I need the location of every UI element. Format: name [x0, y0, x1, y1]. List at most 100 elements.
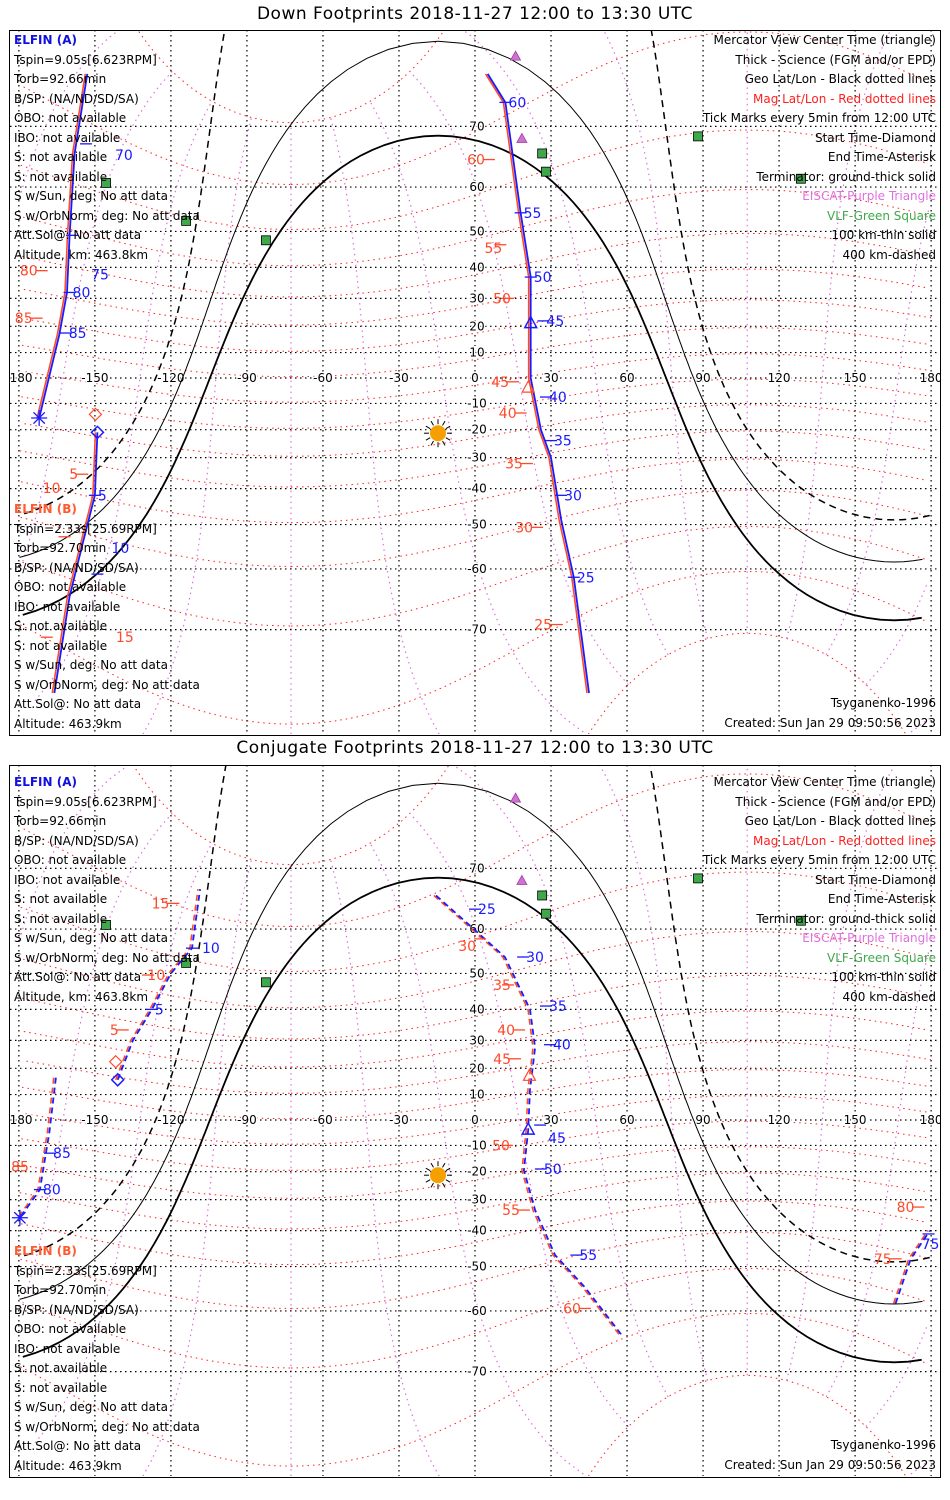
track-time-label: 55 — [524, 206, 542, 222]
elfin-a-info-line: S w/OrbNorm, deg: No att data — [14, 950, 200, 965]
vlf-station-square — [795, 173, 806, 184]
elfin-a-info-line: S: not available — [14, 911, 108, 926]
mag-lon-line — [453, 766, 669, 1398]
elfin-a-info-line: Altitude, km: 463.8km — [14, 989, 149, 1004]
lon-tick-label: 0 — [471, 1113, 479, 1127]
track-time-label: 30 — [458, 939, 476, 955]
track-time-label: 10 — [43, 481, 61, 497]
start-diamond-icon-a — [90, 425, 105, 440]
legend-line: Tick Marks every 5min from 12:00 UTC — [702, 111, 936, 125]
lon-tick-label: 120 — [768, 371, 791, 385]
mag-lat-line — [291, 31, 445, 124]
mag-lon-line — [599, 766, 709, 1381]
lat-tick-label: -30 — [467, 451, 487, 465]
mag-lat-line — [290, 525, 929, 627]
elfin-b-header: ELFIN (B) — [14, 1244, 77, 1258]
mag-lat-line — [26, 1060, 292, 1094]
vlf-station-square — [693, 131, 703, 142]
legend-line: Terminator: ground-thick solid — [756, 911, 936, 926]
elfin-b-info-line: Att.Sol@: No att data — [14, 1439, 142, 1453]
sun-ray — [430, 1182, 434, 1188]
elfin-a-info-line: S: not available — [14, 150, 108, 164]
mag-lat-line — [290, 1267, 929, 1369]
track-time-label: 30 — [515, 520, 533, 536]
lon-tick-label: -150 — [81, 371, 108, 385]
vlf-station-square — [795, 915, 806, 926]
lat-tick-label: -50 — [467, 518, 487, 532]
sun-ray — [430, 420, 434, 426]
elfin-b-info: ELFIN (B) Tspin=2.33s[25.69RPM] Torb=92.70… — [14, 500, 200, 734]
mag-lat-line — [23, 1031, 292, 1068]
vlf-station-square — [693, 873, 703, 884]
track-time-label: 35 — [505, 457, 523, 473]
sun-ray — [425, 437, 431, 441]
track-time-label: 25 — [534, 618, 552, 634]
mag-lat-line — [291, 766, 449, 866]
elfin-b-info-line: Tspin=2.33s[25.69RPM] — [14, 1263, 157, 1278]
mag-lat-line — [290, 1010, 929, 1068]
legend-line: Thick - Science (FGM and/or EPD) — [735, 794, 936, 809]
elfin-b-info-line: S w/Sun, deg: No att data — [14, 658, 168, 672]
terminator-400km — [23, 31, 226, 515]
mag-lat-line — [22, 958, 291, 1009]
vlf-station-square — [537, 148, 548, 159]
elfin-a-info-line: S w/OrbNorm, deg: No att data — [14, 208, 200, 223]
lat-tick-label: 20 — [469, 1061, 484, 1075]
vlf-station-square — [261, 235, 271, 246]
mag-lat-line — [21, 1138, 291, 1171]
legend-line: Mercator View Center Time (triangle) — [713, 775, 936, 789]
elfin-a-info-line: Torb=92.66min — [14, 814, 107, 828]
lat-tick-label: 40 — [469, 260, 484, 274]
track-time-label: 55 — [579, 1248, 597, 1264]
sun-ray — [425, 1167, 431, 1172]
track-time-label: 35 — [549, 999, 567, 1015]
terminator-100km — [19, 40, 439, 558]
sun-ray — [442, 1182, 446, 1188]
eiscat-station-triangle — [509, 50, 522, 61]
track-time-label: 40 — [499, 406, 517, 422]
mag-lat-line — [291, 327, 927, 378]
track-time-label: 85 — [15, 311, 33, 327]
track-elfin-a — [38, 73, 89, 419]
sun-ray — [445, 425, 451, 430]
elfin-a-info: ELFIN (A) Tspin=9.05s[6.623RPM] Torb=92.66… — [14, 31, 200, 265]
elfin-b-info-line: S w/OrbNorm, deg: No att data — [14, 677, 200, 692]
map-frame — [9, 765, 941, 1478]
elfin-a-info-line: S w/Sun, deg: No att data — [14, 931, 168, 945]
lat-tick-label: -20 — [467, 1165, 487, 1179]
track-time-label: 75 — [922, 1237, 940, 1253]
track-time-label: 35 — [554, 434, 572, 450]
lon-tick-label: 60 — [619, 371, 634, 385]
track-time-label: 5 — [69, 467, 78, 483]
terminator-ground — [437, 134, 922, 622]
elfin-b-info-line: S: not available — [14, 619, 108, 633]
elfin-a-info-line: IBO: not available — [14, 130, 121, 145]
lat-tick-label: 40 — [469, 1002, 484, 1016]
mag-lat-line — [19, 450, 292, 488]
legend-line: 400 km-dashed — [842, 989, 936, 1004]
track-time-label: 10 — [111, 541, 129, 557]
mag-lat-line — [290, 129, 925, 230]
track-elfin-a — [19, 1077, 57, 1219]
track-elfin-a — [53, 432, 99, 694]
legend-line: Mag Lat/Lon - Red dotted lines — [752, 833, 936, 848]
mag-lat-line — [20, 164, 292, 230]
sun-ray — [442, 420, 446, 426]
track-elfin-b — [892, 1230, 929, 1304]
legend-line: 400 km-dashed — [842, 247, 936, 262]
sun-ray — [445, 1167, 451, 1172]
vlf-station-square — [181, 958, 192, 968]
mag-lon-line — [786, 766, 895, 1381]
legend-line: 100 km-thin solid — [831, 228, 936, 242]
legend-line: Start Time-Diamond — [814, 130, 936, 145]
track-time-label: 45 — [493, 1052, 511, 1068]
lat-tick-label: -40 — [467, 482, 487, 496]
elfin-b-info-line: S: not available — [14, 638, 108, 653]
mag-lon-line — [825, 948, 931, 1398]
elfin-a-info-line: S: not available — [14, 169, 108, 184]
track-time-label: 25 — [478, 902, 496, 918]
mag-lat-line — [291, 931, 928, 1009]
elfin-b-info-line: S w/Sun, deg: No att data — [14, 1400, 168, 1414]
track-time-label: 10 — [147, 968, 165, 984]
lat-tick-label: 70 — [469, 861, 484, 875]
